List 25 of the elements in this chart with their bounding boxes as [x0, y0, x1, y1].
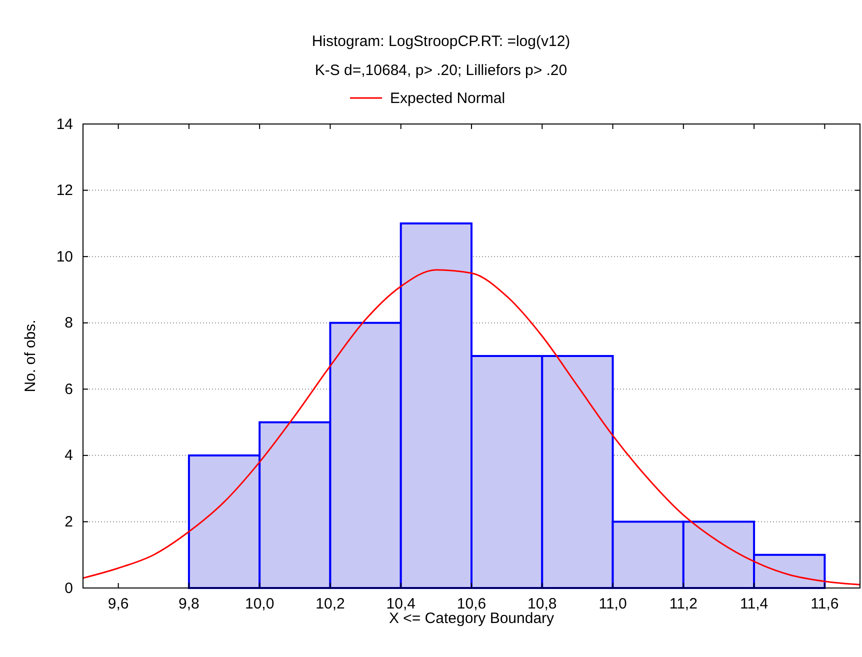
y-tick-label: 6: [64, 380, 73, 398]
y-tick-label: 10: [56, 248, 73, 266]
x-tick-label: 10,6: [456, 596, 486, 613]
y-tick-label: 8: [64, 314, 73, 332]
line-series: [82, 269, 861, 586]
y-tick-label: 2: [64, 514, 73, 531]
x-tick-label: 10,8: [528, 596, 557, 613]
x-tick-label: 9,8: [178, 596, 200, 613]
y-tick-label: 14: [56, 116, 73, 133]
chart-subtitle: K-S d=,10684, p> .20; Lilliefors p> .20: [314, 62, 568, 79]
x-tick-label: 10,0: [244, 596, 274, 613]
x-tick-label: 11,6: [810, 596, 839, 613]
y-axis-title: No. of obs.: [22, 320, 39, 392]
legend-label: Expected Normal: [390, 90, 506, 107]
y-tick-label: 4: [64, 447, 73, 464]
x-tick-label: 10,4: [386, 596, 416, 613]
y-tick-label: 12: [56, 182, 73, 200]
x-tick-label: 11,4: [740, 596, 768, 613]
y-tick-label: 0: [64, 580, 73, 597]
x-tick-label: 10,2: [316, 596, 345, 613]
x-tick-label: 11,2: [669, 596, 698, 613]
x-tick-label: 11,0: [598, 596, 627, 613]
chart-title: Histogram: LogStroopCP.RT: =log(v12): [312, 33, 570, 50]
x-tick-label: 9,6: [108, 596, 129, 613]
x-axis-title: X <= Category Boundary: [388, 610, 555, 627]
